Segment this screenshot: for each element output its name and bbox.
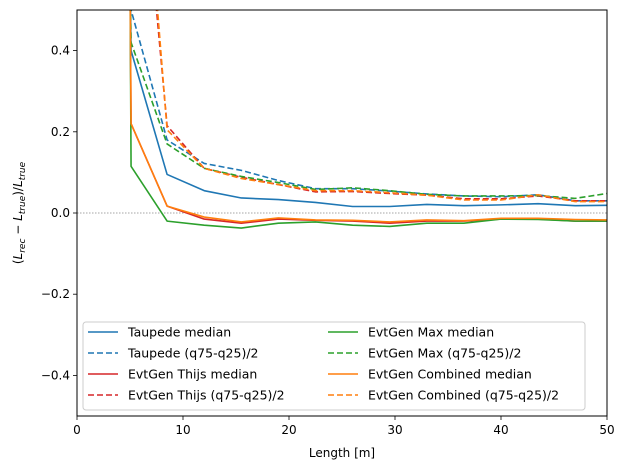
series-line-4 — [129, 10, 607, 229]
x-tick-label: 30 — [387, 423, 402, 437]
x-tick-label: 0 — [73, 423, 81, 437]
legend-label: EvtGen Combined (q75-q25)/2 — [368, 388, 559, 403]
x-axis-label: Length [m] — [309, 446, 375, 460]
series-line-7 — [156, 10, 607, 203]
x-tick-label: 50 — [599, 423, 614, 437]
series-line-0 — [129, 10, 607, 208]
x-tick-label: 40 — [493, 423, 508, 437]
legend-label: Taupede median — [127, 325, 231, 340]
legend-label: EvtGen Combined median — [368, 367, 532, 382]
legend: Taupede median Taupede (q75-q25)/2 EvtGen … — [82, 321, 586, 411]
y-tick-label: −0.4 — [41, 368, 70, 382]
y-axis-label: (Lrec − Ltrue)/Ltrue — [11, 161, 28, 264]
x-axis-ticks: 0 10 20 30 40 50 — [73, 416, 615, 437]
y-tick-label: 0.4 — [51, 44, 70, 58]
series-line-3 — [155, 10, 607, 202]
legend-label: Taupede (q75-q25)/2 — [127, 346, 258, 361]
y-axis-ticks: −0.4 −0.2 0.0 0.2 0.4 — [41, 44, 77, 382]
y-tick-label: 0.2 — [51, 125, 70, 139]
series-layer — [129, 10, 607, 229]
legend-box — [82, 321, 586, 411]
legend-label: EvtGen Thijs median — [128, 367, 257, 382]
legend-label: EvtGen Max median — [368, 325, 494, 340]
legend-label: EvtGen Thijs (q75-q25)/2 — [128, 388, 285, 403]
y-tick-label: −0.2 — [41, 287, 70, 301]
legend-label: EvtGen Max (q75-q25)/2 — [368, 346, 521, 361]
x-tick-label: 20 — [281, 423, 296, 437]
y-tick-label: 0.0 — [51, 206, 70, 220]
series-line-6 — [129, 10, 607, 223]
x-tick-label: 10 — [175, 423, 190, 437]
series-line-5 — [129, 10, 607, 200]
